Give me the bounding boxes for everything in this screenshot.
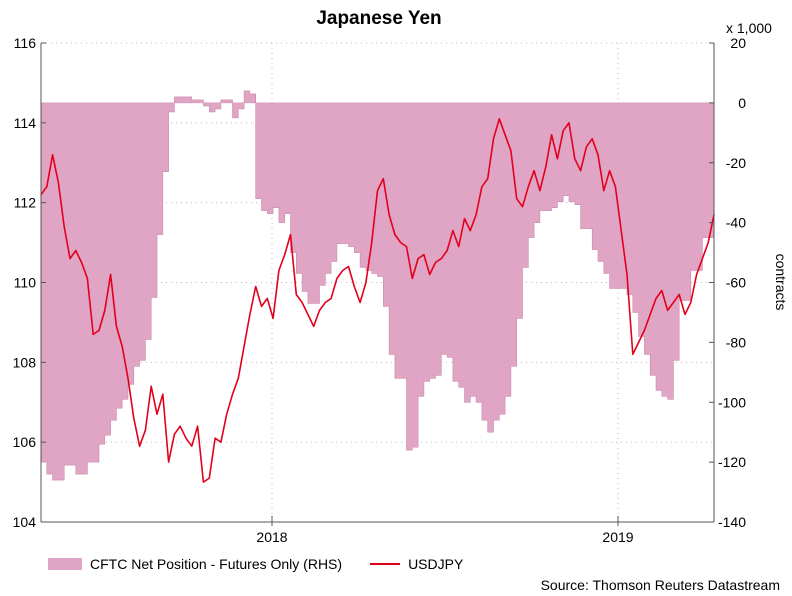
legend-label-cftc: CFTC Net Position - Futures Only (RHS) <box>90 556 343 572</box>
usdjpy-line <box>40 118 715 483</box>
right-tick-label: -40 <box>726 215 746 231</box>
chart-title: Japanese Yen <box>316 8 441 29</box>
right-tick-label: -60 <box>726 275 746 291</box>
right-tick-label: -120 <box>718 454 746 470</box>
right-tick-label: -140 <box>718 514 746 530</box>
legend-item-usdjpy: USDJPY <box>370 556 463 572</box>
left-axis-ticks: 104 106 108 110 112 114 116 <box>13 35 46 530</box>
legend: CFTC Net Position - Futures Only (RHS) U… <box>48 553 491 575</box>
legend-swatch-line <box>370 563 401 565</box>
left-tick-label: 116 <box>14 35 37 51</box>
x-tick-label: 2019 <box>602 529 633 545</box>
legend-swatch-area <box>48 558 82 570</box>
source-note: Source: Thomson Reuters Datastream <box>540 577 780 593</box>
x-tick-label: 2018 <box>256 529 287 545</box>
legend-label-usdjpy: USDJPY <box>408 556 464 572</box>
right-tick-label: 20 <box>730 35 746 51</box>
right-tick-label: 0 <box>738 95 746 111</box>
cftc-net-position-area <box>40 90 715 481</box>
left-tick-label: 114 <box>14 115 37 131</box>
left-tick-label: 110 <box>14 275 37 291</box>
legend-item-cftc: CFTC Net Position - Futures Only (RHS) <box>48 556 342 572</box>
left-tick-label: 108 <box>13 354 37 370</box>
right-axis-ticks: -140 -120 -100 -80 -60 -40 -20 0 20 <box>709 35 746 530</box>
right-tick-label: -100 <box>718 394 746 410</box>
x-axis-ticks: 2018 2019 <box>256 516 634 545</box>
left-tick-label: 104 <box>13 514 37 530</box>
left-tick-label: 112 <box>14 195 37 211</box>
right-axis-label: contracts <box>773 254 789 311</box>
right-tick-label: -20 <box>726 155 746 171</box>
right-tick-label: -80 <box>726 334 746 350</box>
right-axis-multiplier: x 1,000 <box>726 20 772 36</box>
left-tick-label: 106 <box>13 434 37 450</box>
